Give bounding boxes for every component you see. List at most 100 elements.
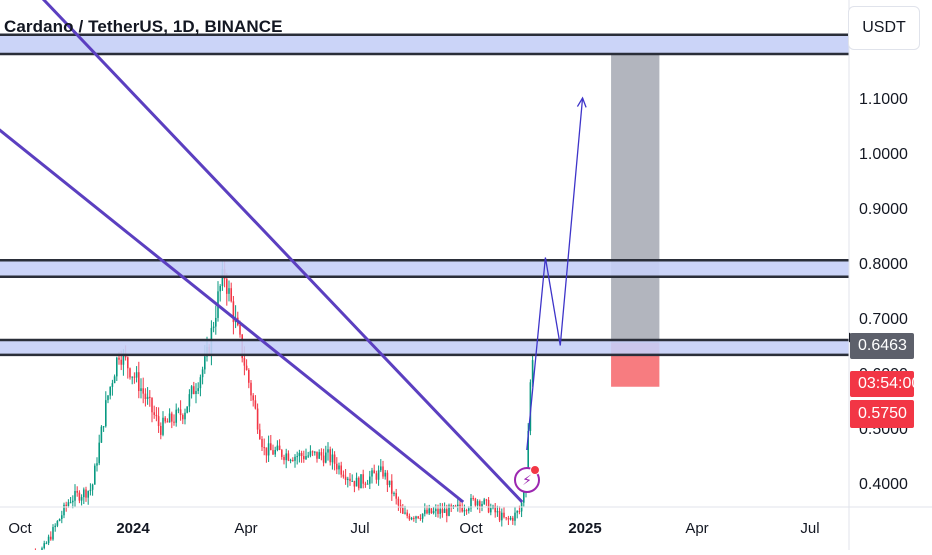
candle-body	[439, 509, 441, 514]
currency-button[interactable]: USDT	[848, 6, 920, 50]
candle-body	[503, 512, 505, 518]
projection-path	[526, 97, 584, 451]
candle-body	[212, 326, 215, 329]
candle-body	[523, 490, 525, 503]
candle-body	[164, 417, 166, 422]
candle-body	[463, 510, 466, 512]
alert-dot	[530, 465, 540, 475]
candle-body	[54, 525, 56, 528]
candle-body	[259, 429, 261, 439]
candle-body	[58, 519, 61, 521]
candle-body	[307, 455, 309, 457]
candle-body	[276, 445, 279, 451]
x-tick-label: Oct	[459, 520, 483, 537]
candle-body	[316, 451, 318, 459]
candle-body	[146, 396, 149, 400]
candle-body	[168, 413, 171, 423]
candle-body	[505, 517, 507, 519]
candle-body	[360, 474, 362, 489]
y-tick-label: 1.0000	[859, 146, 908, 163]
candle-body	[111, 383, 114, 387]
position-box-layer	[611, 54, 660, 387]
x-tick-label: Oct	[8, 520, 32, 537]
candle-body	[87, 491, 89, 498]
candle-body	[102, 426, 105, 428]
candle-body	[184, 412, 186, 420]
candle-body	[226, 278, 228, 294]
candle-body	[386, 472, 389, 485]
candle-body	[232, 301, 235, 323]
candle-body	[344, 476, 347, 480]
candle-body	[94, 465, 96, 485]
candle-body	[153, 412, 155, 415]
candle-body	[415, 516, 417, 519]
candle-body	[428, 508, 430, 514]
zone-0	[0, 34, 849, 54]
candle-body	[80, 497, 83, 501]
candle-body	[285, 453, 287, 461]
candle-body	[426, 509, 428, 514]
candle-body	[160, 425, 162, 435]
candle-body	[105, 400, 107, 427]
candle-body	[404, 512, 406, 514]
candle-body	[215, 317, 217, 327]
y-tick-label: 0.4000	[859, 476, 908, 493]
candle-body	[327, 449, 329, 453]
candle-body	[531, 360, 534, 383]
candle-body	[47, 536, 50, 544]
candle-body	[151, 397, 153, 413]
candle-body	[333, 454, 336, 464]
candle-body	[272, 450, 274, 455]
candle-body	[336, 463, 338, 470]
candle-body	[201, 369, 204, 378]
candle-body	[188, 394, 191, 407]
candle-body	[254, 400, 257, 409]
candle-body	[382, 466, 384, 477]
candle-body	[72, 500, 74, 503]
candle-body	[179, 409, 182, 416]
candle-body	[366, 483, 369, 485]
candle-body	[391, 480, 393, 494]
candle-body	[162, 417, 164, 435]
candle-body	[353, 480, 356, 487]
candle-body	[435, 509, 437, 512]
candle-body	[122, 353, 125, 365]
candle-body	[245, 365, 248, 371]
candle-body	[338, 465, 340, 470]
candle-body	[113, 376, 116, 384]
candle-body	[250, 382, 252, 396]
lines-layer	[0, 0, 587, 504]
candle-body	[461, 508, 463, 512]
candle-body	[369, 476, 371, 484]
candle-body	[294, 456, 296, 461]
candle-body	[474, 498, 477, 506]
zone-1	[0, 260, 849, 277]
candle-body	[305, 456, 307, 460]
candle-body	[329, 449, 331, 463]
candle-body	[397, 498, 400, 506]
candle-body	[274, 450, 276, 455]
candle-body	[443, 509, 446, 513]
candle-body	[408, 515, 411, 520]
candle-body	[402, 508, 404, 514]
candle-body	[355, 477, 358, 487]
candle-body	[501, 512, 503, 521]
zones-layer	[0, 33, 849, 357]
chart-title: Cardano / TetherUS, 1D, BINANCE	[4, 17, 283, 36]
candle-body	[311, 451, 314, 453]
candle-body	[476, 501, 479, 506]
candle-body	[351, 480, 353, 482]
candle-body	[175, 409, 177, 423]
candle-body	[63, 504, 65, 516]
candle-body	[52, 527, 54, 540]
candle-body	[56, 520, 59, 526]
candle-body	[494, 505, 496, 513]
candle-body	[441, 509, 444, 513]
candle-body	[120, 359, 122, 365]
candle-body	[177, 409, 180, 411]
y-tick-label: 0.9000	[859, 201, 908, 218]
position-profit-zone	[611, 54, 660, 343]
candle-body	[190, 386, 193, 395]
